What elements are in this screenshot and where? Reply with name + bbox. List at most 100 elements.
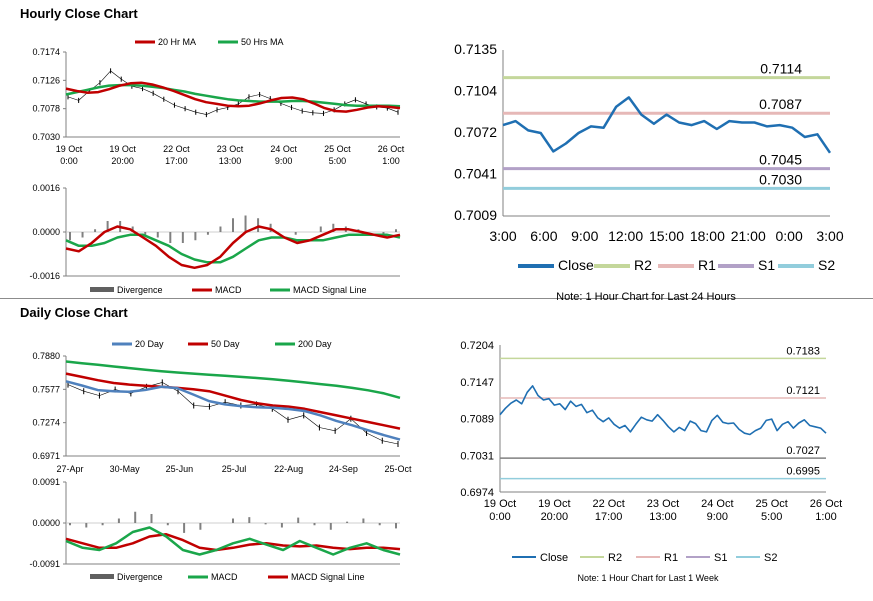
hourly-price-bar — [355, 99, 367, 105]
hourly_close_levels-legend-r1-label: R1 — [698, 257, 716, 273]
hourly_close_levels-legend-close-label: Close — [558, 257, 594, 273]
hourly-price-bar — [99, 70, 111, 83]
hourly-price-bar — [163, 98, 175, 106]
hourly-price-y-tick: 0.7174 — [32, 47, 60, 57]
daily-price-x-tick: 27-Apr — [56, 464, 83, 474]
daily-legend-divergence-label: Divergence — [117, 572, 163, 582]
hourly-legend-divergence-swatch — [90, 287, 114, 292]
daily-price-bar — [67, 384, 84, 392]
hourly-price-bar — [67, 96, 79, 101]
daily-legend-divergence-swatch — [90, 574, 114, 579]
hourly-price-x-tick: 19 Oct — [56, 144, 83, 154]
daily_close_levels-legend-r1-label: R1 — [664, 552, 678, 564]
daily_close_levels-level-s1-label: 0.7027 — [786, 445, 820, 457]
hourly-price-x-tick: 20:00 — [111, 156, 134, 166]
hourly_close_levels-x-tick: 0:00 — [776, 228, 803, 244]
hourly-price-x-tick: 25 Oct — [324, 144, 351, 154]
daily-price-y-tick: 0.7577 — [32, 384, 60, 394]
hourly-price-x-tick: 0:00 — [60, 156, 78, 166]
hourly_close_levels-level-r2-label: 0.7114 — [760, 61, 802, 77]
hourly-price-bar — [185, 108, 196, 113]
daily_close_levels-x-tick: 1:00 — [815, 511, 836, 523]
hourly_close_levels-level-s2-label: 0.7030 — [759, 171, 802, 187]
hourly-20hr-ma-line — [65, 81, 401, 113]
daily_close_levels-legend-r2-label: R2 — [608, 552, 622, 564]
daily-macd-signal-line — [65, 533, 401, 552]
daily-price-x-tick: 24-Sep — [329, 464, 358, 474]
daily-price-x-tick: 30-May — [110, 464, 141, 474]
daily_close_levels-level-r2-label: 0.7183 — [786, 345, 820, 357]
hourly_close_levels-x-tick: 3:00 — [816, 228, 843, 244]
hourly_close_levels-x-tick: 18:00 — [690, 228, 725, 244]
daily-price-y-tick: 0.6971 — [32, 451, 60, 461]
daily-price-bar — [334, 418, 352, 432]
hourly-price-bar — [216, 107, 228, 111]
hourly-legend-50hr-label: 50 Hrs MA — [241, 37, 284, 47]
daily_close_levels-y-tick: 0.7031 — [460, 450, 494, 462]
daily_close_levels-level-r1-label: 0.7121 — [786, 385, 820, 397]
daily-price-y-tick: 0.7880 — [32, 351, 60, 361]
hourly_close_levels-note: Note: 1 Hour Chart for Last 24 Hours — [556, 291, 736, 303]
hourly_close_levels-level-s1-label: 0.7045 — [759, 152, 802, 168]
daily-legend-macd-label: MACD — [211, 572, 238, 582]
hourly_close_levels-y-tick: 0.7135 — [454, 41, 497, 57]
daily-price-bar — [272, 408, 289, 421]
hourly-price-bar — [110, 70, 122, 80]
daily-macd-y-tick: -0.0091 — [29, 559, 60, 569]
hourly_close_levels-y-tick: 0.7041 — [454, 166, 497, 182]
daily_close_levels-y-tick: 0.7089 — [460, 414, 494, 426]
hourly_close_levels-x-tick: 3:00 — [489, 228, 516, 244]
daily-legend-200day-label: 200 Day — [298, 339, 332, 349]
daily_close_levels-x-tick: 24 Oct — [701, 498, 733, 510]
hourly-price-y-tick: 0.7126 — [32, 75, 60, 85]
hourly_close_levels-y-tick: 0.7072 — [454, 124, 497, 140]
daily_close_levels-x-tick: 9:00 — [707, 511, 728, 523]
hourly-price-bar — [174, 104, 186, 109]
hourly-price-bar — [195, 111, 207, 115]
daily-legend-50day-label: 50 Day — [211, 339, 240, 349]
hourly-price-bar — [302, 110, 313, 114]
hourly-legend-divergence-label: Divergence — [117, 285, 163, 295]
daily_close_levels-x-tick: 13:00 — [649, 511, 677, 523]
daily_close_levels-x-tick: 19 Oct — [484, 498, 516, 510]
hourly-price-bar — [291, 107, 303, 112]
hourly-price-x-tick: 9:00 — [275, 156, 293, 166]
daily_close_levels-x-tick: 23 Oct — [647, 498, 679, 510]
hourly-price-bar — [280, 103, 292, 108]
daily-section-title: Daily Close Chart — [20, 305, 128, 320]
section-divider — [0, 298, 873, 299]
hourly-price-bar — [387, 107, 399, 113]
daily_close_levels-x-tick: 19 Oct — [538, 498, 570, 510]
hourly_close_levels-close-line — [502, 96, 832, 154]
daily-macd-line — [65, 526, 401, 556]
daily_close_levels-x-tick: 20:00 — [541, 511, 569, 523]
hourly-price-bar — [153, 93, 164, 100]
hourly_close_levels-y-tick: 0.7009 — [454, 207, 497, 223]
daily_close_levels-x-tick: 17:00 — [595, 511, 623, 523]
daily-price-bar — [319, 427, 336, 432]
hourly-legend-signal-label: MACD Signal Line — [293, 285, 367, 295]
hourly-price-bar — [248, 94, 260, 98]
hourly-price-y-tick: 0.7078 — [32, 104, 60, 114]
hourly-section-title: Hourly Close Chart — [20, 6, 138, 21]
daily_close_levels-note: Note: 1 Hour Chart for Last 1 Week — [578, 573, 719, 583]
daily_close_levels-x-tick: 26 Oct — [810, 498, 842, 510]
hourly-macd-line — [65, 225, 401, 270]
daily-price-bar — [366, 432, 383, 441]
daily-50day-line — [65, 372, 401, 430]
daily_close_levels-x-tick: 22 Oct — [592, 498, 624, 510]
hourly-price-y-tick: 0.7030 — [32, 132, 60, 142]
hourly_close_levels-x-tick: 6:00 — [530, 228, 557, 244]
daily-legend-20day-label: 20 Day — [135, 339, 164, 349]
hourly-legend-20hr-label: 20 Hr MA — [158, 37, 196, 47]
daily_close_levels-level-s2-label: 0.6995 — [786, 466, 820, 478]
hourly_close_levels-legend-r2-label: R2 — [634, 257, 652, 273]
hourly_close_levels-legend-s2-label: S2 — [818, 257, 835, 273]
hourly-price-x-tick: 23 Oct — [217, 144, 244, 154]
daily_close_levels-x-tick: 5:00 — [761, 511, 782, 523]
daily-200day-line — [65, 360, 401, 400]
daily-price-bar — [193, 405, 210, 407]
hourly-price-bar — [344, 99, 356, 105]
hourly-macd-y-tick: 0.0016 — [32, 183, 60, 193]
hourly-50hr-ma-line — [65, 83, 401, 108]
